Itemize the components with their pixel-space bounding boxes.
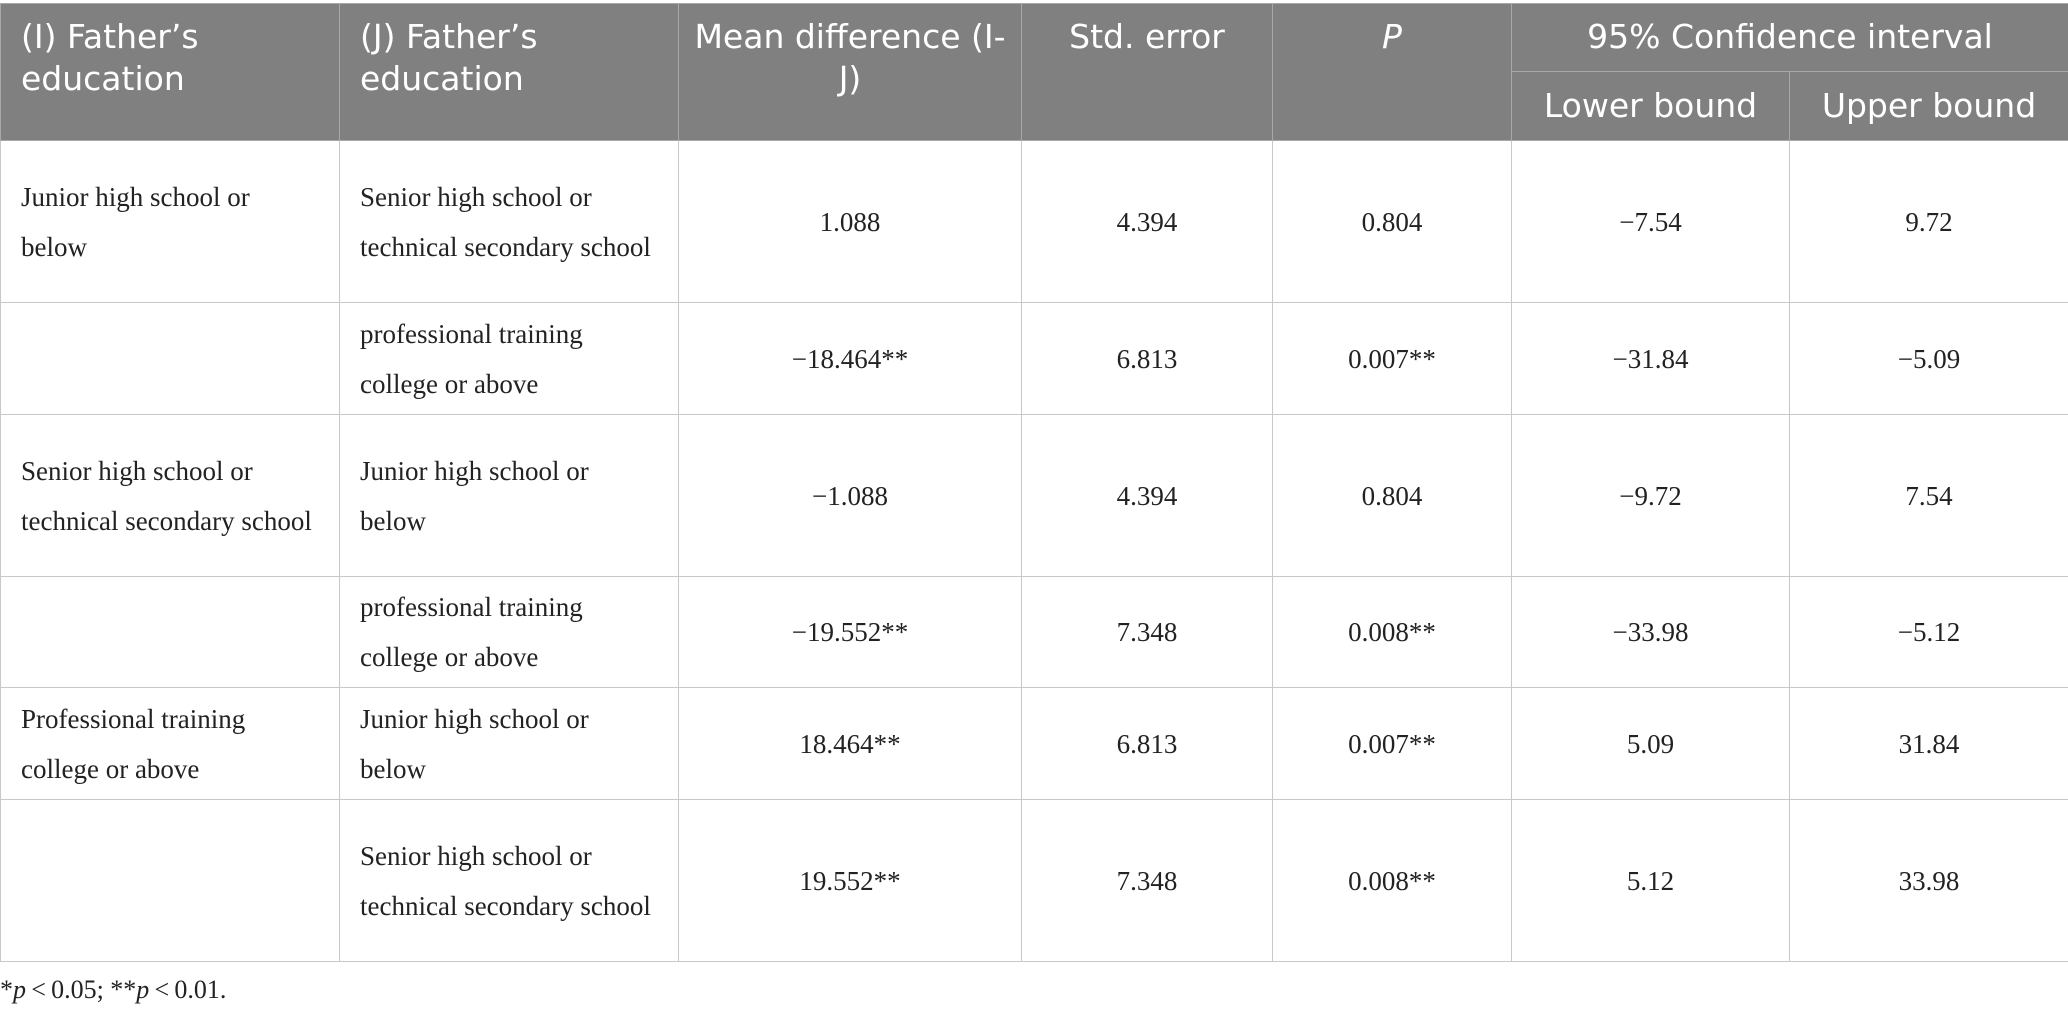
cell-std-error: 7.348	[1021, 799, 1273, 962]
footnote-p-symbol: p	[136, 975, 150, 1004]
cell-upper-bound: 7.54	[1789, 414, 2068, 577]
cell-i-education: Professional training college or above	[0, 687, 340, 800]
cell-mean-difference: 18.464**	[678, 687, 1022, 800]
cell-lower-bound: −9.72	[1511, 414, 1790, 577]
cell-upper-bound: 31.84	[1789, 687, 2068, 800]
cell-lower-bound: 5.12	[1511, 799, 1790, 962]
cell-mean-difference: −18.464**	[678, 302, 1022, 415]
header-lower-bound: Lower bound	[1511, 71, 1790, 141]
cell-mean-difference: 19.552**	[678, 799, 1022, 962]
cell-p-value: 0.008**	[1272, 576, 1512, 688]
cell-j-education: Junior high school or below	[339, 414, 679, 577]
cell-lower-bound: −7.54	[1511, 140, 1790, 303]
cell-lower-bound: −31.84	[1511, 302, 1790, 415]
cell-lower-bound: 5.09	[1511, 687, 1790, 800]
cell-upper-bound: 33.98	[1789, 799, 2068, 962]
cell-std-error: 4.394	[1021, 140, 1273, 303]
footnote-threshold-2: < 0.01.	[149, 975, 227, 1004]
table-body: Junior high school or below Senior high …	[0, 140, 2068, 962]
footnote-threshold-1: < 0.05; **	[26, 975, 137, 1004]
cell-mean-difference: 1.088	[678, 140, 1022, 303]
cell-i-education: Junior high school or below	[0, 140, 340, 303]
header-std-error: Std. error	[1021, 3, 1273, 141]
cell-p-value: 0.007**	[1272, 302, 1512, 415]
cell-j-education: professional training college or above	[339, 302, 679, 415]
table-row: Senior high school or technical secondar…	[0, 414, 2068, 577]
table-header: (I) Father’s education (J) Father’s educ…	[0, 3, 2068, 141]
cell-std-error: 4.394	[1021, 414, 1273, 577]
cell-i-education	[0, 576, 340, 688]
comparison-table: (I) Father’s education (J) Father’s educ…	[0, 3, 2068, 962]
table-row: Senior high school or technical secondar…	[0, 799, 2068, 962]
cell-p-value: 0.804	[1272, 414, 1512, 577]
header-i-fathers-education: (I) Father’s education	[0, 3, 340, 141]
header-p-value: P	[1272, 3, 1512, 141]
header-j-fathers-education: (J) Father’s education	[339, 3, 679, 141]
footnote-p-symbol: p	[13, 975, 26, 1004]
cell-j-education: Junior high school or below	[339, 687, 679, 800]
cell-p-value: 0.008**	[1272, 799, 1512, 962]
header-upper-bound: Upper bound	[1789, 71, 2068, 141]
footnote-star: *	[0, 975, 13, 1004]
cell-j-education: Senior high school or technical secondar…	[339, 799, 679, 962]
cell-upper-bound: −5.12	[1789, 576, 2068, 688]
cell-j-education: Senior high school or technical secondar…	[339, 140, 679, 303]
cell-upper-bound: −5.09	[1789, 302, 2068, 415]
table-row: Junior high school or below Senior high …	[0, 140, 2068, 303]
cell-std-error: 7.348	[1021, 576, 1273, 688]
cell-upper-bound: 9.72	[1789, 140, 2068, 303]
cell-p-value: 0.804	[1272, 140, 1512, 303]
cell-std-error: 6.813	[1021, 687, 1273, 800]
header-confidence-interval: 95% Confidence interval	[1511, 3, 2068, 72]
cell-p-value: 0.007**	[1272, 687, 1512, 800]
header-mean-difference: Mean difference (I-J)	[678, 3, 1022, 141]
cell-lower-bound: −33.98	[1511, 576, 1790, 688]
table-row: professional training college or above −…	[0, 576, 2068, 688]
table-footnote: *p < 0.05; **p < 0.01.	[0, 974, 226, 1006]
cell-std-error: 6.813	[1021, 302, 1273, 415]
cell-i-education	[0, 799, 340, 962]
table-row: Professional training college or above J…	[0, 687, 2068, 800]
table-row: professional training college or above −…	[0, 302, 2068, 415]
cell-j-education: professional training college or above	[339, 576, 679, 688]
cell-i-education: Senior high school or technical secondar…	[0, 414, 340, 577]
cell-i-education	[0, 302, 340, 415]
cell-mean-difference: −1.088	[678, 414, 1022, 577]
cell-mean-difference: −19.552**	[678, 576, 1022, 688]
